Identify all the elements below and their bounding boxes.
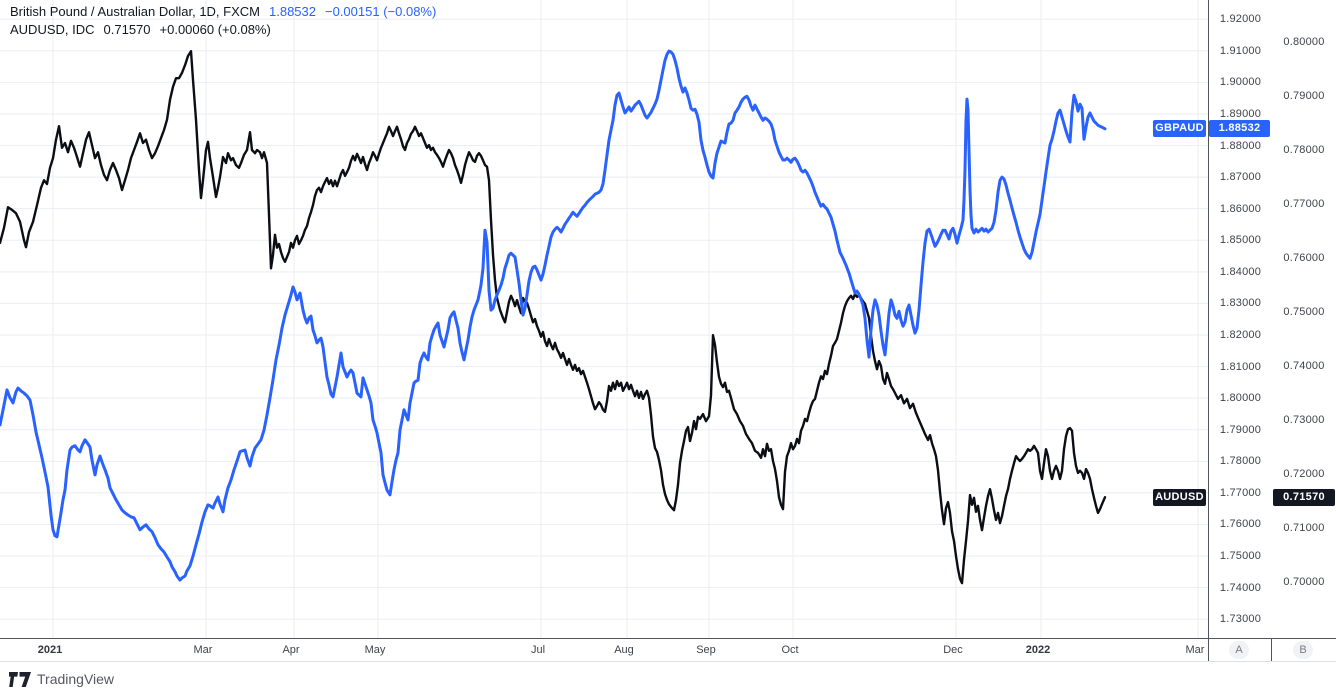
price-axis-audusd[interactable]: 0.80000 0.79000 0.78000 0.77000 0.76000 0.750…	[1272, 0, 1336, 638]
audusd-price-tick: 0.78000	[1283, 144, 1325, 156]
audusd-price-badge: 0.71570	[1273, 488, 1335, 506]
scale-a-button[interactable]: A	[1229, 641, 1249, 659]
gbpaud-price-tick: 1.91000	[1219, 44, 1262, 57]
time-tick-2021: 2021	[37, 644, 63, 656]
time-tick-oct: Oct	[781, 644, 799, 656]
time-tick-aug: Aug	[614, 644, 634, 656]
gbpaud-price-tick: 1.74000	[1219, 581, 1262, 594]
audusd-price-tick: 0.71000	[1283, 522, 1325, 534]
gbpaud-price-tick: 1.82000	[1219, 329, 1262, 341]
time-tick-dec: Dec	[943, 644, 963, 656]
audusd-price-tick: 0.73000	[1283, 414, 1325, 426]
gbpaud-price-tick: 1.79000	[1219, 423, 1262, 436]
gbpaud-price-tick: 1.83000	[1219, 297, 1262, 310]
axis-separator-2	[1271, 639, 1272, 661]
gbpaud-price-tick: 1.78000	[1219, 455, 1262, 468]
price-chart[interactable]	[0, 0, 1208, 638]
gbpaud-price-tick: 1.76000	[1219, 518, 1262, 531]
time-axis-underline	[0, 661, 1336, 662]
price-axis-gbpaud[interactable]: 1.92000 1.91000 1.90000 1.89000 1.88000 1.870…	[1208, 0, 1273, 638]
gbpaud-price-tick: 1.84000	[1219, 265, 1262, 278]
gbpaud-price-badge: 1.88532	[1209, 120, 1270, 138]
gbpaud-price-tick: 1.81000	[1219, 360, 1262, 373]
symbol-title-gbpaud: British Pound / Australian Dollar, 1D, F…	[10, 4, 260, 19]
audusd-price-tick: 0.79000	[1283, 90, 1325, 102]
gbpaud-price-tick: 1.75000	[1219, 550, 1262, 563]
time-tick-mar: Mar	[1185, 644, 1205, 656]
audusd-price-tick: 0.76000	[1283, 252, 1325, 264]
tradingview-logo[interactable]: TradingView	[9, 669, 114, 689]
time-tick-jul: Jul	[530, 644, 546, 656]
time-axis[interactable]: A B 2021 Mar Apr May Jul Aug Sep Oct Dec 2022 Mar	[0, 638, 1336, 662]
axis-separator-1	[1208, 639, 1209, 661]
audusd-price-tick: 0.75000	[1283, 306, 1325, 318]
gbpaud-price-tick: 1.88000	[1219, 139, 1262, 152]
gbpaud-price-tick: 1.92000	[1219, 13, 1262, 26]
gbpaud-price-tick: 1.77000	[1219, 486, 1262, 499]
time-tick-may: May	[364, 644, 386, 656]
audusd-symbol-badge: AUDUSD	[1153, 488, 1206, 506]
time-tick-sep: Sep	[696, 644, 716, 656]
time-tick-2022: 2022	[1025, 644, 1051, 656]
gbpaud-price-tick: 1.73000	[1219, 613, 1262, 626]
audusd-price-tick: 0.77000	[1283, 198, 1325, 210]
symbol-change-audusd: +0.00060 (+0.08%)	[159, 22, 271, 37]
legend-row-audusd[interactable]: AUDUSD, IDC 0.71570 +0.00060 (+0.08%)	[10, 22, 436, 40]
gbpaud-price-tick: 1.89000	[1219, 107, 1262, 120]
symbol-price-audusd: 0.71570	[103, 22, 151, 37]
symbol-price-gbpaud: 1.88532	[269, 4, 316, 19]
gbpaud-price-tick: 1.80000	[1219, 392, 1262, 405]
symbol-title-audusd: AUDUSD, IDC	[10, 22, 95, 37]
audusd-price-tick: 0.70000	[1283, 576, 1325, 588]
time-tick-apr: Apr	[282, 644, 300, 656]
gbpaud-symbol-badge: GBPAUD	[1153, 120, 1206, 138]
audusd-price-tick: 0.72000	[1283, 468, 1325, 480]
tradingview-logo-text: TradingView	[37, 671, 115, 687]
time-tick-mar: Mar	[193, 644, 213, 656]
audusd-price-tick: 0.74000	[1283, 360, 1325, 372]
gbpaud-price-tick: 1.86000	[1219, 202, 1262, 215]
legend-row-gbpaud[interactable]: British Pound / Australian Dollar, 1D, F…	[10, 4, 436, 22]
gbpaud-price-tick: 1.90000	[1219, 76, 1262, 89]
symbol-change-gbpaud: −0.00151 (−0.08%)	[325, 4, 437, 19]
gbpaud-price-tick: 1.87000	[1219, 171, 1262, 184]
series-line-gbpaud[interactable]	[0, 49, 1107, 582]
tradingview-logo-icon	[9, 671, 31, 687]
audusd-price-tick: 0.80000	[1283, 36, 1325, 48]
gbpaud-price-tick: 1.85000	[1219, 234, 1262, 247]
series-line-audusd[interactable]	[0, 50, 1107, 585]
legend: British Pound / Australian Dollar, 1D, F…	[10, 4, 436, 40]
scale-b-button[interactable]: B	[1293, 641, 1313, 659]
